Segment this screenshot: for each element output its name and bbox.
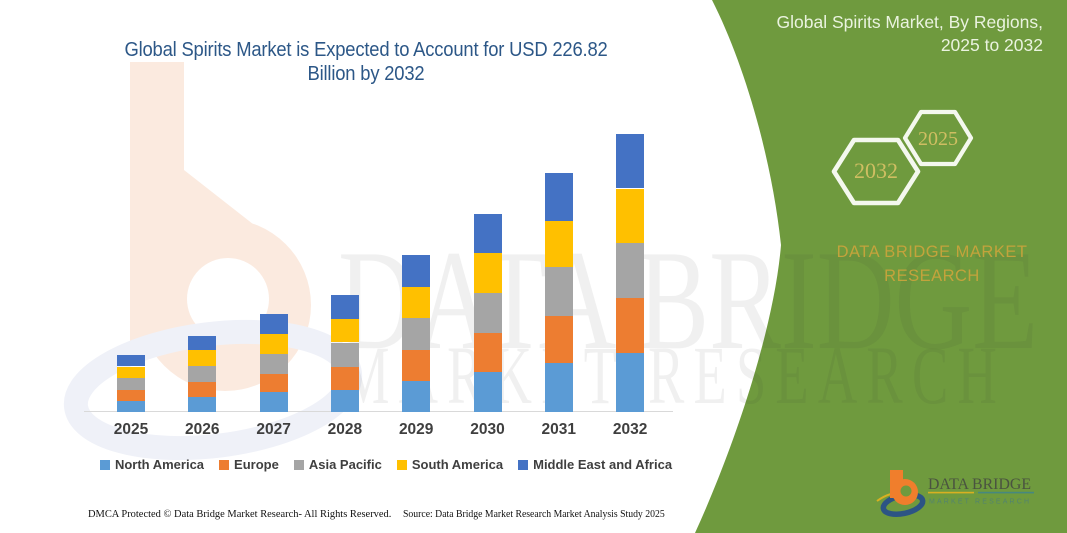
- x-axis-label: 2031: [541, 421, 577, 438]
- bar-segment: [544, 362, 573, 412]
- legend-swatch-icon: [518, 459, 529, 470]
- bar-segment: [473, 252, 502, 293]
- bar-segment: [473, 292, 502, 334]
- logo-underline-teal: [978, 491, 1034, 494]
- hexagon-2032-outline: [831, 137, 921, 206]
- x-axis-label: 2028: [327, 421, 363, 438]
- bar-segment: [616, 242, 645, 299]
- bar-segment: [117, 389, 145, 402]
- bar-segment: [616, 298, 645, 353]
- bar-segment: [259, 374, 288, 393]
- bar-segment: [259, 314, 288, 335]
- footer-dmca: DMCA Protected © Data Bridge Market Rese…: [88, 508, 392, 520]
- bar-segment: [473, 214, 502, 253]
- x-axis-label: 2025: [113, 421, 149, 438]
- legend-item: South America: [396, 457, 504, 472]
- bar-segment: [188, 350, 217, 366]
- chart-legend: North America Europe Asia Pacific South Ame…: [0, 457, 772, 472]
- bar-segment: [330, 390, 359, 412]
- legend-item: Europe: [219, 457, 279, 472]
- hexagon-badges: 2032 2025: [831, 109, 974, 206]
- bar-segment: [117, 401, 145, 412]
- bar-segment: [473, 372, 502, 412]
- x-axis-label: 2027: [256, 421, 291, 438]
- bar-segment: [117, 354, 145, 367]
- bar-segment: [188, 397, 217, 412]
- x-axis-label: 2030: [470, 421, 505, 438]
- bar-segment: [402, 254, 431, 287]
- bar-segment: [259, 354, 288, 375]
- x-axis-label: 2029: [398, 421, 434, 438]
- bar-segment: [259, 392, 288, 412]
- legend-item: Asia Pacific: [293, 457, 382, 472]
- footer-source: Source: Data Bridge Market Research Mark…: [403, 508, 665, 520]
- hexagon-2032-label: 2032: [854, 158, 898, 183]
- bar-segment: [188, 381, 217, 398]
- x-axis-label: 2032: [612, 421, 648, 438]
- bar-segment: [259, 334, 288, 355]
- chart-title: Global Spirits Market is Expected to Acc…: [29, 38, 702, 86]
- bar-segment: [188, 365, 217, 382]
- chart-title-line1: Global Spirits Market is Expected to Acc…: [124, 39, 608, 61]
- x-axis-line: [84, 411, 673, 412]
- bar-segment: [544, 315, 573, 363]
- bar-segment: [402, 286, 431, 319]
- panel-heading: Global Spirits Market, By Regions, 2025 …: [777, 11, 1044, 57]
- bar-segment: [616, 353, 645, 412]
- hexagon-2025-label: 2025: [918, 128, 958, 150]
- panel-heading-line1: Global Spirits Market, By Regions,: [776, 12, 1044, 32]
- bar-segment: [544, 173, 573, 221]
- legend-swatch-icon: [396, 459, 407, 470]
- legend-label: Europe: [234, 457, 279, 472]
- logo-b-bowl-hole: [900, 485, 912, 497]
- bar-segment: [330, 366, 359, 391]
- bar-segment: [117, 378, 145, 390]
- legend-label: North America: [114, 457, 205, 472]
- dbmr-logo: DATA BRIDGE MARKET RESEARCH: [876, 470, 1034, 517]
- watermark-b-bowl-hole: [187, 258, 269, 340]
- logo-underline-gold: [928, 491, 974, 494]
- bar-segment: [473, 333, 502, 373]
- legend-label: South America: [411, 457, 504, 472]
- bar-segment: [330, 319, 359, 343]
- logo-subtitle: MARKET RESEARCH: [929, 499, 1029, 506]
- panel-brand-line2: RESEARCH: [884, 267, 980, 285]
- legend-label: Middle East and Africa: [533, 457, 673, 472]
- logo-name: DATA BRIDGE: [928, 476, 1031, 493]
- legend-swatch-icon: [99, 459, 110, 470]
- bar-segment: [402, 380, 431, 412]
- bar-segment: [616, 188, 645, 243]
- legend-item: Middle East and Africa: [518, 457, 672, 472]
- legend-label: Asia Pacific: [308, 457, 382, 472]
- hexagon-2025-outline: [902, 109, 974, 167]
- bar-segment: [117, 366, 145, 379]
- bar-segment: [544, 221, 573, 267]
- legend-swatch-icon: [219, 459, 230, 470]
- panel-brand-line1: DATA BRIDGE MARKET: [836, 243, 1028, 261]
- panel-heading-line2: 2025 to 2032: [940, 35, 1043, 55]
- bar-segment: [330, 342, 359, 367]
- bar-segment: [402, 318, 431, 350]
- legend-item: North America: [99, 457, 205, 472]
- chart-title-line2: Billion by 2032: [307, 63, 425, 85]
- green-panel-shape: [695, 0, 1067, 533]
- x-axis-label: 2026: [185, 421, 220, 438]
- bar-segment: [544, 266, 573, 316]
- bar-segment: [616, 134, 645, 189]
- bar-segment: [188, 335, 217, 351]
- legend-swatch-icon: [293, 459, 304, 470]
- panel-brand-text: DATA BRIDGE MARKET RESEARCH: [822, 240, 1042, 288]
- bar-segment: [330, 295, 359, 320]
- bar-segment: [402, 350, 431, 381]
